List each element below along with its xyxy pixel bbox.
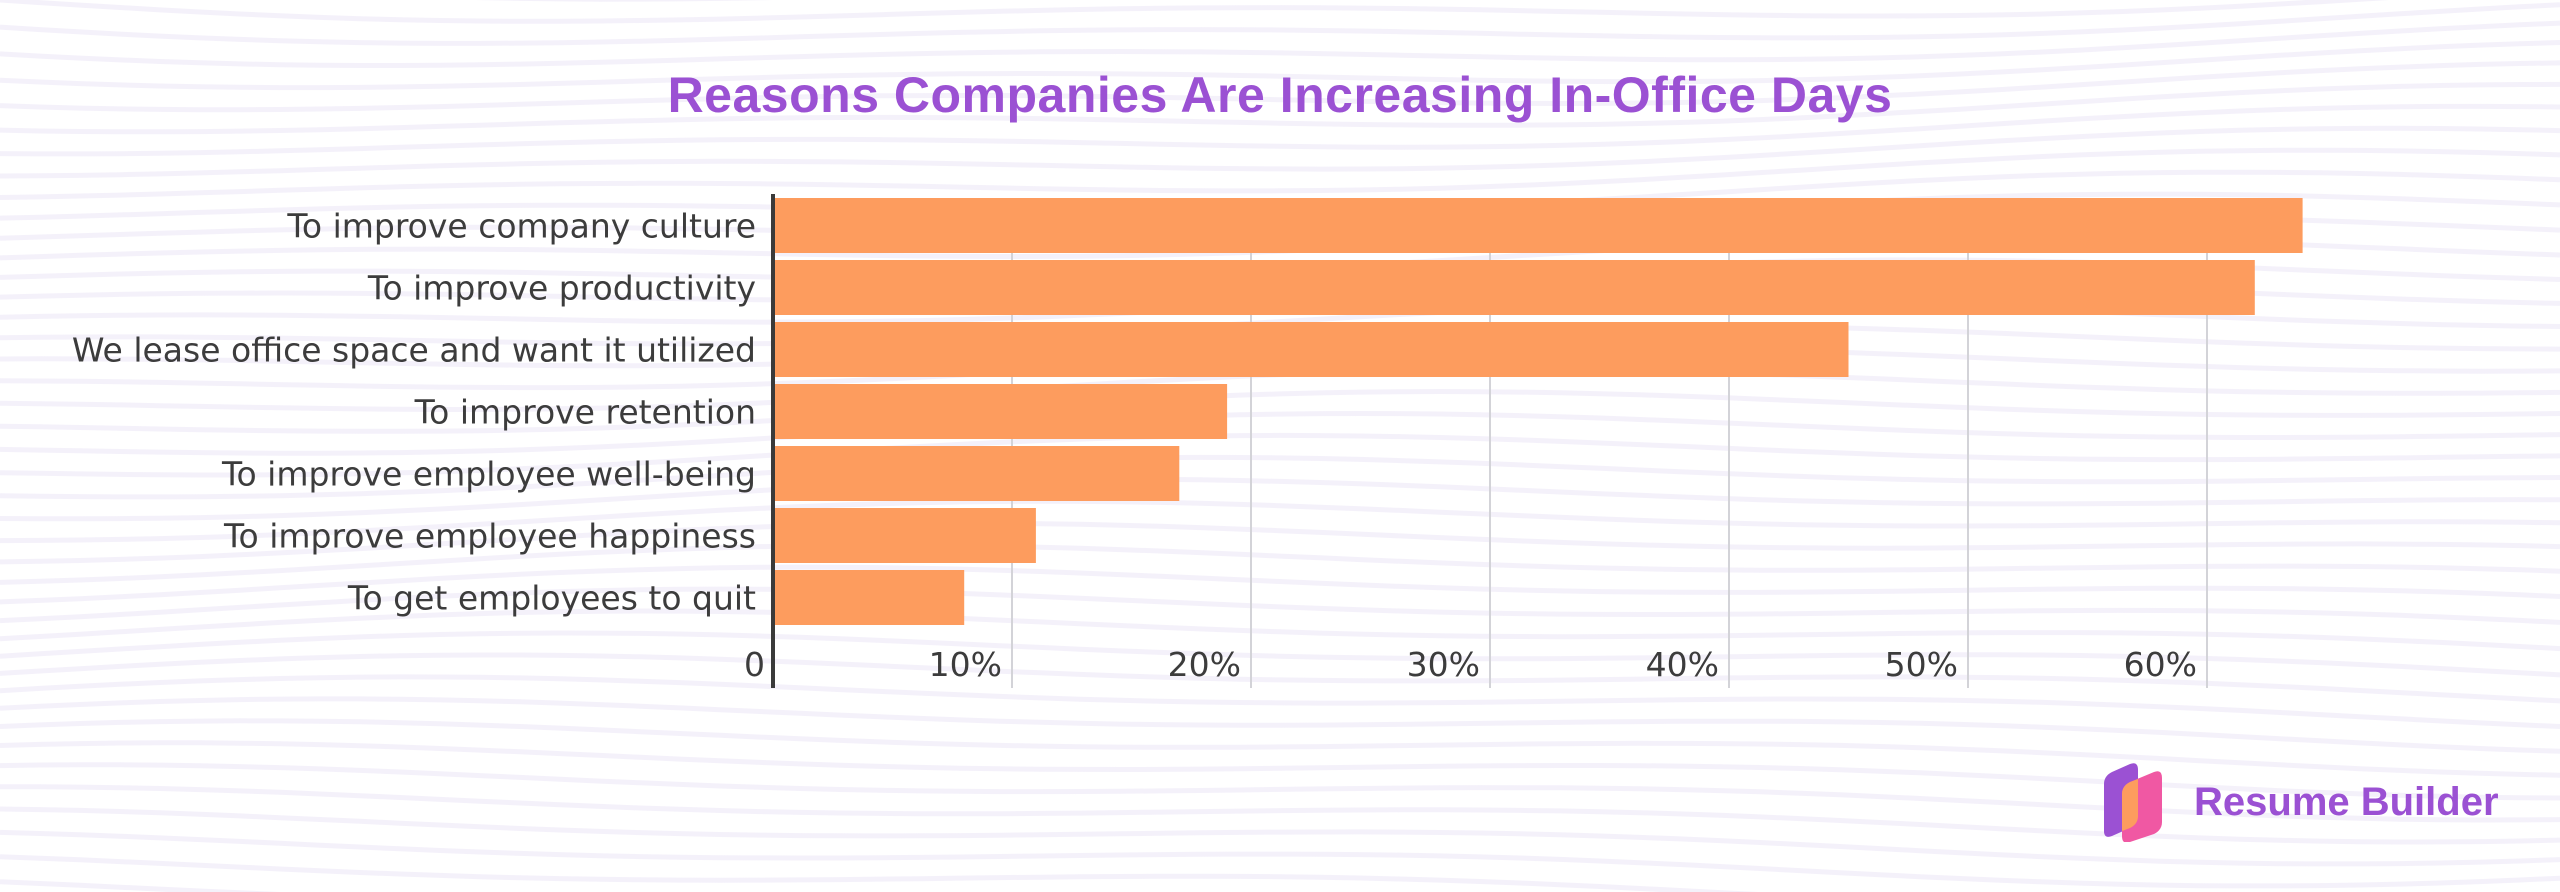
background-wave — [0, 432, 2560, 478]
x-tick-labels: 0 10% 20% 30% 40% 50% 60% — [744, 645, 2197, 684]
bar — [773, 570, 965, 625]
resume-builder-logo-icon — [2104, 763, 2162, 842]
bar — [773, 508, 1036, 563]
x-tick-label: 30% — [1407, 645, 1480, 684]
background-wave — [0, 696, 2560, 754]
category-label: To improve employee well-being — [221, 455, 756, 494]
x-tick-label: 20% — [1168, 645, 1241, 684]
background-wave — [0, 476, 2560, 522]
category-label: To improve company culture — [286, 207, 756, 246]
background-wave — [0, 410, 2560, 456]
background-wave — [0, 388, 2560, 434]
background-wave — [0, 103, 2560, 157]
brand-name: Resume Builder — [2194, 779, 2499, 824]
bar — [773, 198, 2303, 253]
category-label: We lease office space and want it utiliz… — [72, 331, 756, 370]
x-tick-label: 10% — [929, 645, 1002, 684]
background-wave — [0, 718, 2560, 778]
background-wave — [0, 81, 2560, 135]
background-wave — [0, 498, 2560, 544]
chart-title: Reasons Companies Are Increasing In-Offi… — [667, 67, 1893, 123]
bar — [773, 384, 1228, 439]
background-wave — [0, 125, 2560, 179]
background-wave — [0, 854, 1759, 892]
category-labels: To improve company culture To improve pro… — [72, 207, 756, 618]
background-wave — [0, 20, 2560, 68]
background-wave — [0, 674, 2560, 729]
background-wave — [0, 652, 2560, 704]
background-wave — [0, 806, 2560, 867]
background-wave — [0, 564, 2560, 605]
bars — [773, 198, 2303, 625]
background-wave — [0, 40, 2560, 91]
x-tick-label: 40% — [1646, 645, 1719, 684]
x-tick-label: 60% — [2124, 645, 2197, 684]
category-label: To improve productivity — [367, 269, 756, 308]
category-label: To get employees to quit — [347, 579, 756, 618]
background-wave — [0, 542, 2560, 585]
background-wave — [0, 829, 2560, 889]
background-wave — [0, 608, 2560, 652]
background-wave — [0, 586, 2560, 625]
x-tick-label: 0 — [744, 645, 765, 684]
bar — [773, 260, 2255, 315]
brand-logo: Resume Builder — [2096, 762, 2499, 842]
bar — [773, 322, 1849, 377]
category-label: To improve employee happiness — [223, 517, 756, 556]
background-wave — [0, 2, 2560, 46]
background-wave — [0, 0, 2389, 24]
category-label: To improve retention — [414, 393, 756, 432]
background-wave — [0, 454, 2560, 500]
background-wave — [0, 630, 2560, 678]
background-wave — [0, 520, 2560, 565]
bar — [773, 446, 1180, 501]
background-wave — [0, 60, 2560, 113]
background-wave — [0, 147, 2560, 200]
x-tick-label: 50% — [1885, 645, 1958, 684]
